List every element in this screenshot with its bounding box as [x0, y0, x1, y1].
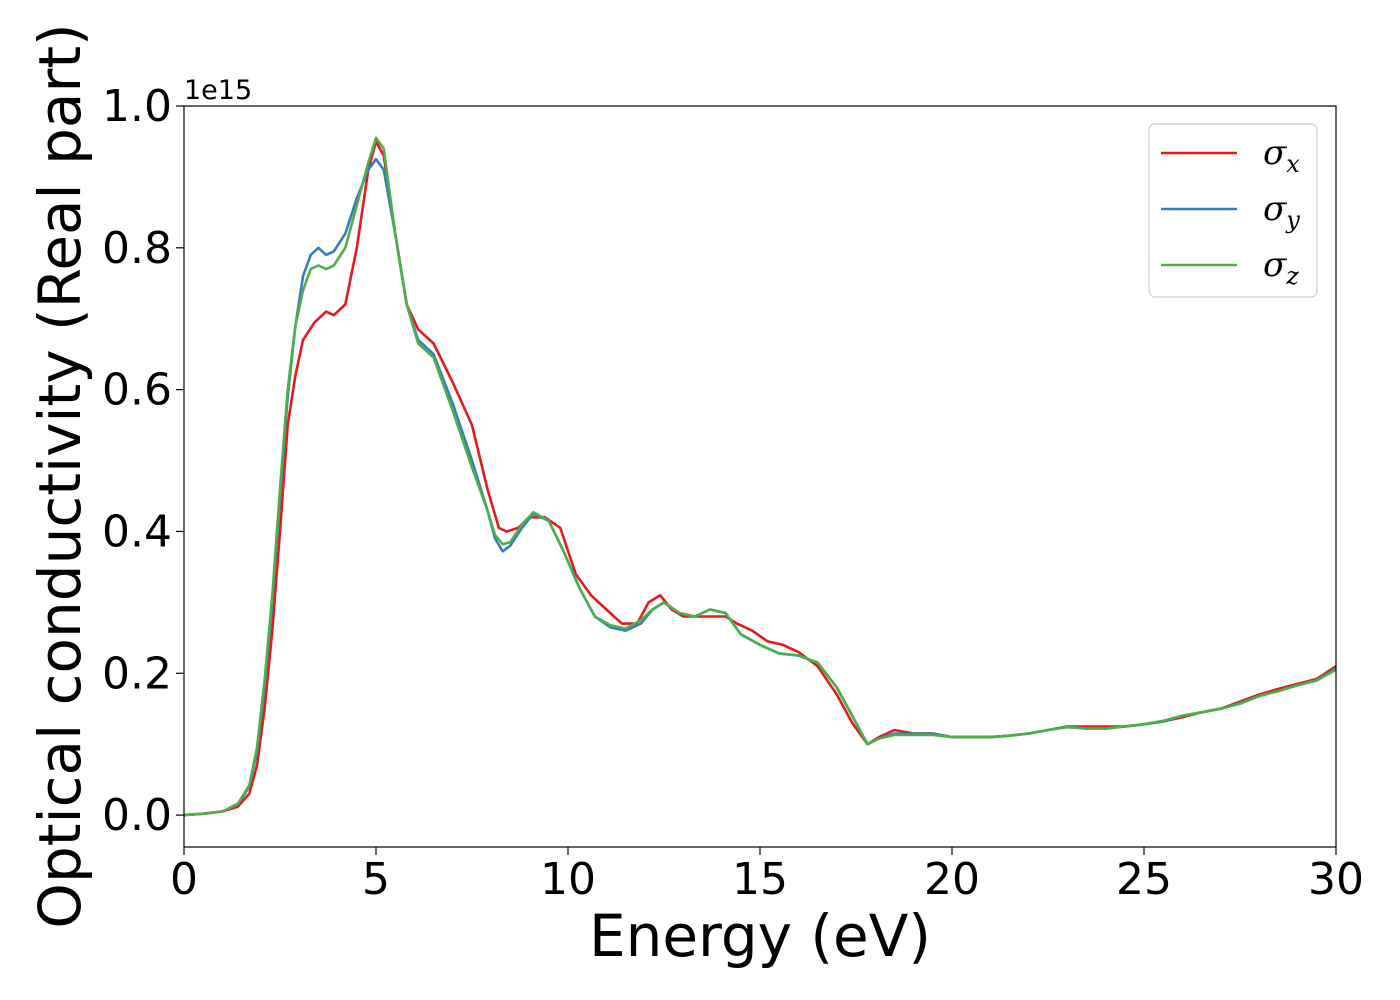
legend-box — [1148, 123, 1318, 298]
y-tick-label: 0.4 — [102, 506, 172, 557]
y-tick-label: 1.0 — [102, 81, 172, 132]
x-axis-ticks: 0 5 10 15 20 25 30 — [170, 847, 1364, 905]
y-axis-ticks: 0.0 0.2 0.4 0.6 0.8 1.0 — [102, 81, 184, 841]
legend-entries: σx σy σz — [1161, 133, 1300, 290]
x-tick-label: 10 — [540, 854, 596, 905]
y-offset-label: 1e15 — [184, 75, 252, 106]
series-layer — [183, 136, 1337, 817]
y-tick-label: 0.8 — [102, 223, 172, 274]
legend-label-y: σy — [1263, 189, 1300, 234]
series-line-x — [183, 140, 1337, 817]
series-line-z — [183, 136, 1337, 817]
x-tick-label: 15 — [732, 854, 788, 905]
x-tick-label: 5 — [362, 854, 390, 905]
y-tick-label: 0.6 — [102, 365, 172, 416]
x-tick-label: 20 — [924, 854, 980, 905]
x-tick-label: 0 — [170, 854, 198, 905]
legend-label-z: σz — [1263, 245, 1299, 290]
legend-label-x: σx — [1263, 133, 1300, 178]
y-tick-label: 0.0 — [102, 790, 172, 841]
y-axis-title: Optical conductivity (Real part) — [26, 23, 94, 928]
legend: σx σy σz — [1148, 123, 1318, 298]
x-axis-title: Energy (eV) — [589, 902, 931, 970]
x-tick-label: 30 — [1308, 854, 1364, 905]
y-tick-label: 0.2 — [102, 648, 172, 699]
x-tick-label: 25 — [1116, 854, 1172, 905]
